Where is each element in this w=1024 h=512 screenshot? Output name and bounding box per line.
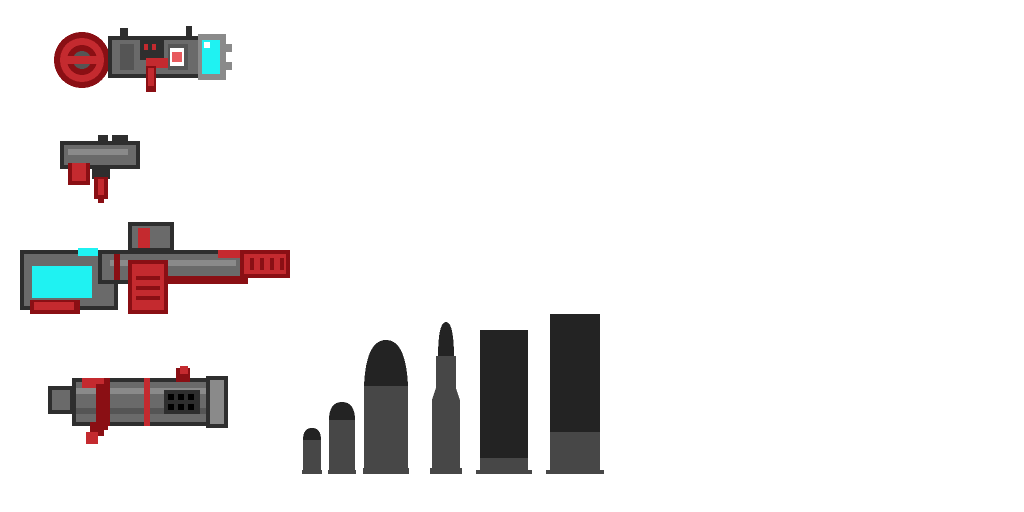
shotgun-shell-icon <box>476 330 532 474</box>
rifle-round-icon <box>430 322 462 474</box>
small-pistol-round-icon <box>302 428 322 474</box>
large-round-icon <box>363 340 409 474</box>
pistol-round-icon <box>328 402 356 474</box>
ammo-row <box>302 314 604 474</box>
minigun-icon <box>48 366 228 444</box>
energy-cannon-icon <box>54 26 232 92</box>
plasma-rifle-icon <box>20 222 290 314</box>
pistol-icon <box>60 135 140 203</box>
large-shotgun-shell-icon <box>546 314 604 474</box>
